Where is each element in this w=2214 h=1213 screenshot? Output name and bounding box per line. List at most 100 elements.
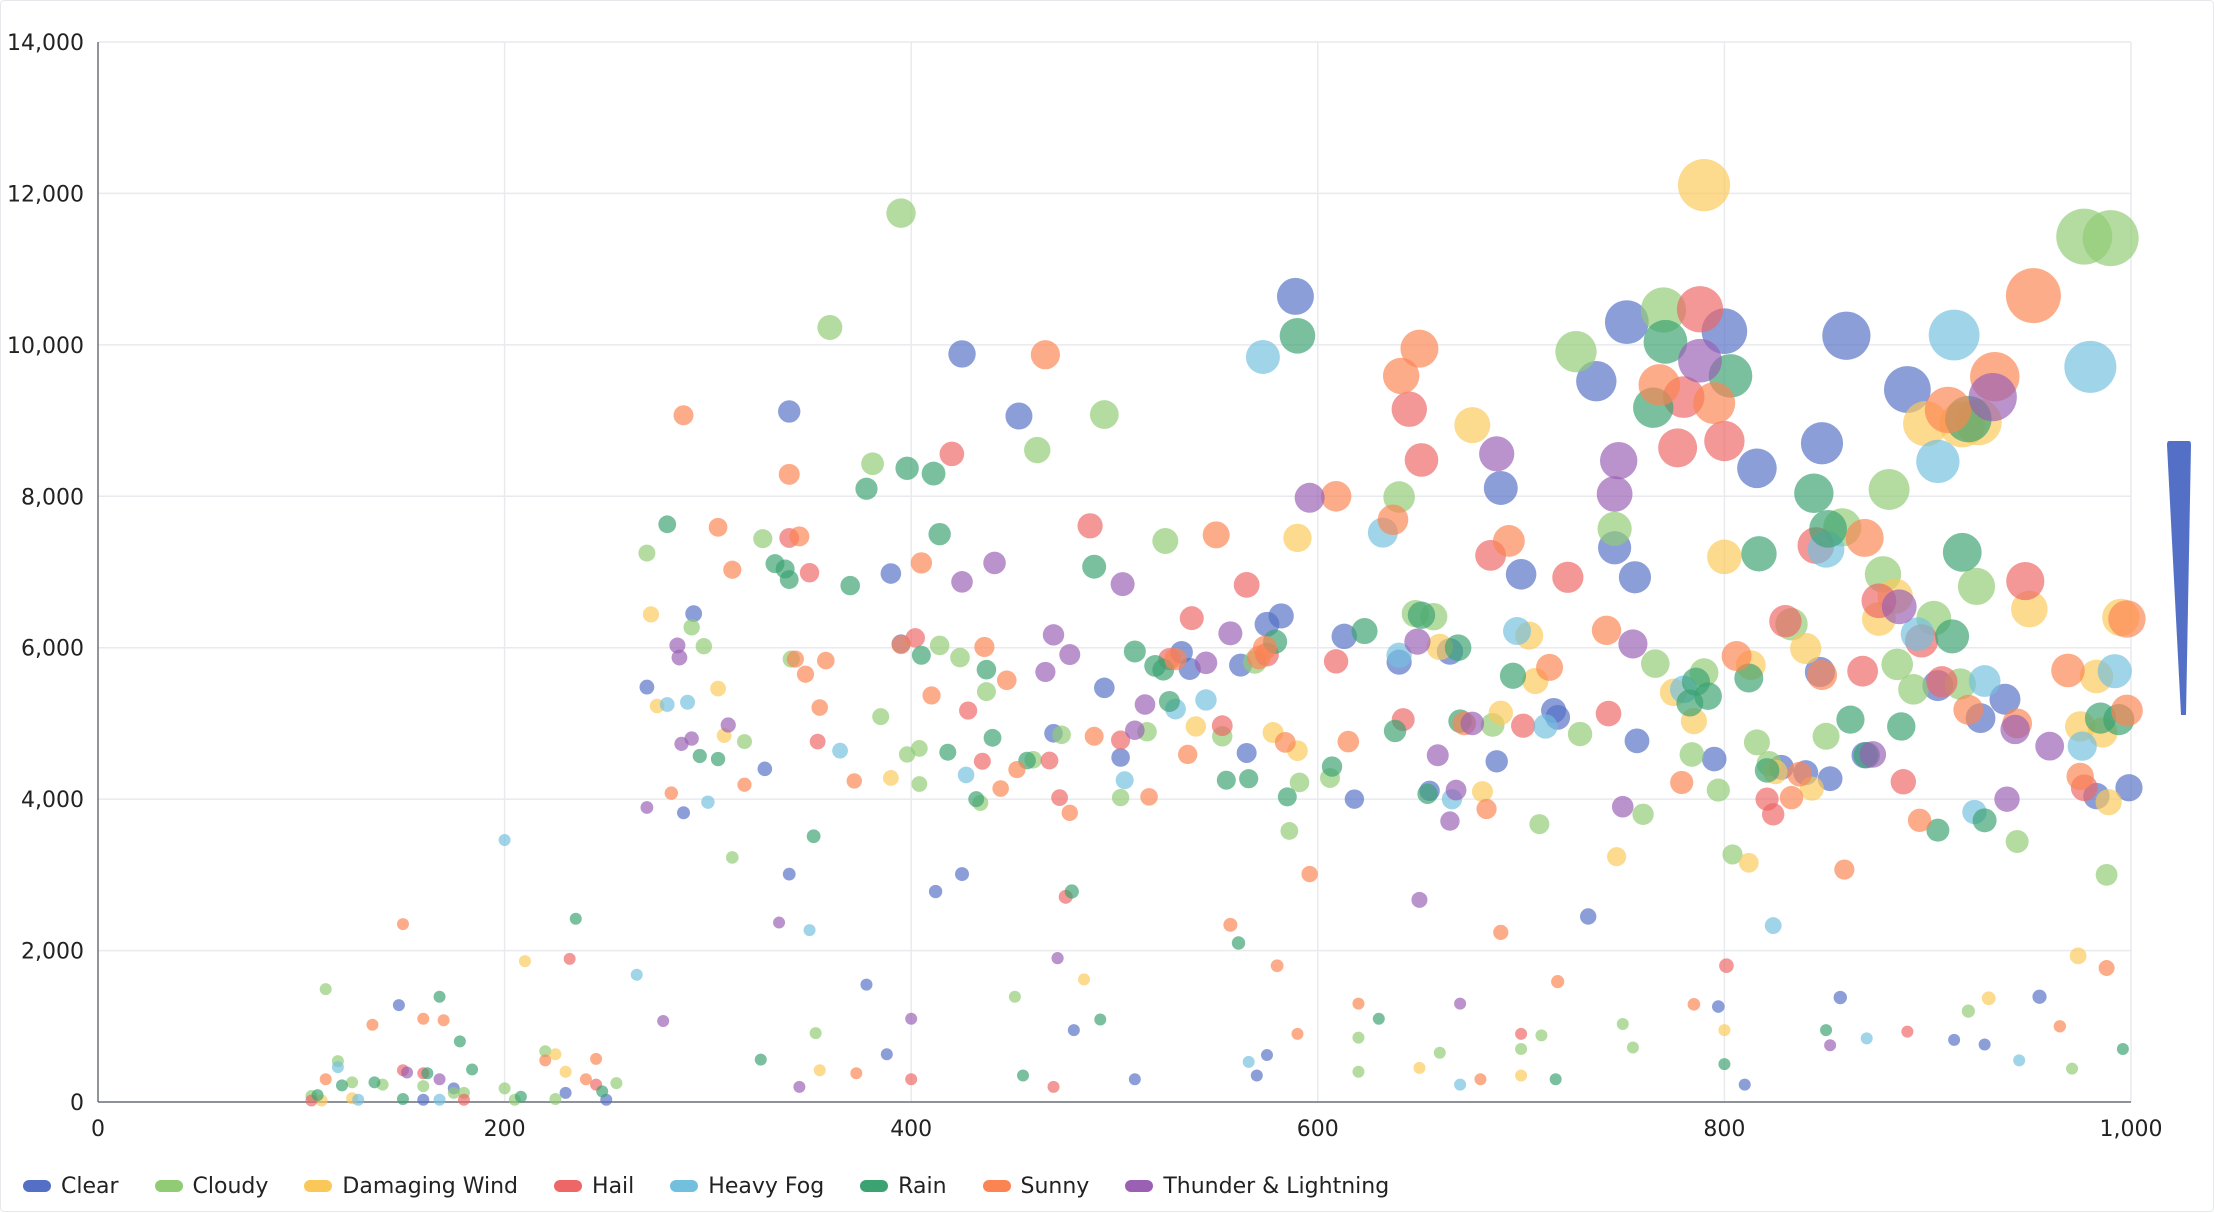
point-thunder-lightning[interactable] <box>684 731 699 746</box>
point-cloudy[interactable] <box>1881 648 1914 681</box>
point-sunny[interactable] <box>673 405 694 426</box>
point-clear[interactable] <box>1579 908 1597 925</box>
point-sunny[interactable] <box>1551 975 1565 989</box>
point-rain[interactable] <box>1017 1069 1030 1082</box>
point-hail[interactable] <box>959 701 978 720</box>
point-damaging-wind[interactable] <box>710 680 726 697</box>
point-cloudy[interactable] <box>1868 468 1910 510</box>
point-hail[interactable] <box>905 628 925 648</box>
point-sunny[interactable] <box>579 1073 592 1086</box>
point-cloudy[interactable] <box>736 734 752 750</box>
point-rain[interactable] <box>1277 787 1297 807</box>
point-cloudy[interactable] <box>1289 772 1310 793</box>
point-heavy-fog[interactable] <box>352 1093 365 1106</box>
point-damaging-wind[interactable] <box>1738 852 1759 873</box>
point-hail[interactable] <box>1595 700 1622 727</box>
point-sunny[interactable] <box>1493 525 1525 557</box>
point-sunny[interactable] <box>1352 997 1365 1010</box>
point-clear[interactable] <box>559 1086 572 1099</box>
point-rain[interactable] <box>569 912 582 925</box>
point-cloudy[interactable] <box>809 1027 822 1040</box>
point-cloudy[interactable] <box>2082 210 2139 267</box>
point-cloudy[interactable] <box>1706 778 1730 802</box>
point-hail[interactable] <box>1179 606 1204 631</box>
legend-item-thunder-lightning[interactable]: Thunder & Lightning <box>1125 1174 1389 1199</box>
point-cloudy[interactable] <box>1024 436 1051 464</box>
point-sunny[interactable] <box>396 918 409 931</box>
point-thunder-lightning[interactable] <box>1678 338 1722 383</box>
point-thunder-lightning[interactable] <box>1134 694 1156 715</box>
point-thunder-lightning[interactable] <box>1859 741 1887 768</box>
point-thunder-lightning[interactable] <box>640 801 654 814</box>
point-hail[interactable] <box>1391 391 1427 427</box>
point-thunder-lightning[interactable] <box>1618 629 1648 659</box>
point-thunder-lightning[interactable] <box>433 1073 446 1086</box>
legend-item-damaging-wind[interactable]: Damaging Wind <box>304 1174 518 1199</box>
point-clear[interactable] <box>1067 1024 1080 1037</box>
point-rain[interactable] <box>1158 690 1180 712</box>
point-clear[interactable] <box>1989 683 2021 715</box>
point-rain[interactable] <box>1820 1024 1833 1037</box>
point-sunny[interactable] <box>789 526 810 547</box>
point-rain[interactable] <box>466 1063 479 1076</box>
point-rain[interactable] <box>421 1067 434 1080</box>
point-rain[interactable] <box>911 645 931 665</box>
point-cloudy[interactable] <box>950 647 970 668</box>
point-damaging-wind[interactable] <box>559 1065 572 1078</box>
point-rain[interactable] <box>1741 536 1777 572</box>
point-sunny[interactable] <box>590 1052 603 1065</box>
point-heavy-fog[interactable] <box>2064 340 2117 393</box>
point-cloudy[interactable] <box>1567 721 1593 747</box>
point-heavy-fog[interactable] <box>2013 1054 2026 1067</box>
point-damaging-wind[interactable] <box>1185 716 1207 737</box>
point-heavy-fog[interactable] <box>1245 339 1280 374</box>
point-sunny[interactable] <box>2053 1020 2067 1033</box>
point-rain[interactable] <box>1734 663 1764 693</box>
point-clear[interactable] <box>948 340 976 368</box>
point-rain[interactable] <box>710 751 726 767</box>
point-cloudy[interactable] <box>1961 1004 1975 1018</box>
point-cloudy[interactable] <box>319 983 332 996</box>
point-cloudy[interactable] <box>447 1086 460 1099</box>
point-sunny[interactable] <box>1591 615 1622 645</box>
zoom-slider-handle-shape[interactable] <box>2167 441 2191 715</box>
point-damaging-wind[interactable] <box>642 606 660 623</box>
point-thunder-lightning[interactable] <box>793 1080 806 1093</box>
point-rain[interactable] <box>596 1085 609 1098</box>
point-thunder-lightning[interactable] <box>1051 952 1064 965</box>
point-sunny[interactable] <box>539 1054 552 1067</box>
point-clear[interactable] <box>1128 1073 1141 1086</box>
point-hail[interactable] <box>1047 1080 1060 1093</box>
point-cloudy[interactable] <box>498 1082 511 1095</box>
point-sunny[interactable] <box>1787 761 1813 787</box>
point-heavy-fog[interactable] <box>680 694 696 710</box>
point-clear[interactable] <box>1604 300 1649 345</box>
point-sunny[interactable] <box>1400 329 1439 368</box>
point-cloudy[interactable] <box>1515 1043 1528 1055</box>
point-damaging-wind[interactable] <box>518 955 531 968</box>
point-hail[interactable] <box>1719 958 1734 974</box>
point-thunder-lightning[interactable] <box>1110 572 1135 597</box>
point-hail[interactable] <box>1658 428 1698 468</box>
point-hail[interactable] <box>1511 713 1536 738</box>
point-cloudy[interactable] <box>1812 722 1840 750</box>
point-heavy-fog[interactable] <box>1386 642 1412 668</box>
point-clear[interactable] <box>1883 366 1931 413</box>
point-hail[interactable] <box>1847 655 1879 687</box>
point-cloudy[interactable] <box>549 1092 562 1105</box>
point-sunny[interactable] <box>778 463 800 485</box>
point-rain[interactable] <box>1794 473 1834 513</box>
point-thunder-lightning[interactable] <box>1994 786 2020 812</box>
point-damaging-wind[interactable] <box>1413 1061 1426 1074</box>
point-sunny[interactable] <box>1337 730 1360 753</box>
point-damaging-wind[interactable] <box>1488 700 1513 726</box>
point-rain[interactable] <box>1694 682 1722 710</box>
point-rain[interactable] <box>1372 1012 1385 1025</box>
point-rain[interactable] <box>1935 619 1970 654</box>
point-clear[interactable] <box>392 999 405 1012</box>
point-heavy-fog[interactable] <box>1503 617 1532 646</box>
point-rain[interactable] <box>368 1076 381 1089</box>
point-rain[interactable] <box>1321 756 1343 777</box>
point-heavy-fog[interactable] <box>331 1061 344 1074</box>
point-cloudy[interactable] <box>2066 1062 2079 1075</box>
